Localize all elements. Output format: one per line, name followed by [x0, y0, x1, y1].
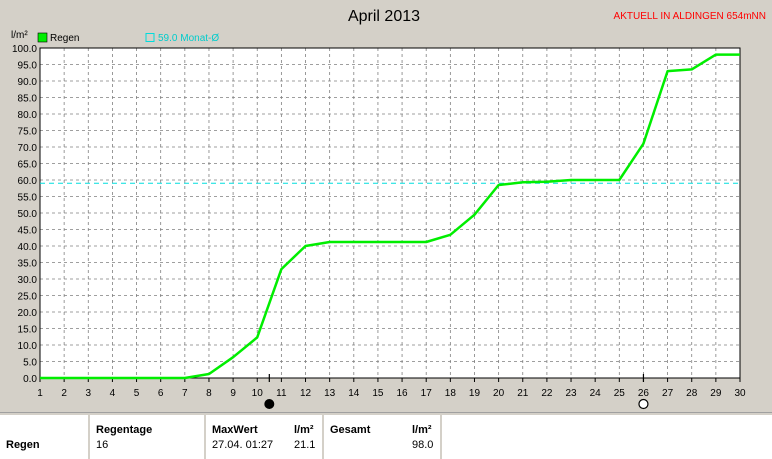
- x-tick-label: 24: [590, 388, 602, 399]
- y-tick-label: 100.0: [12, 44, 37, 55]
- maxwert-cell: MaxWert l/m² 27.04. 01:27 21.1: [206, 415, 322, 459]
- x-tick-label: 26: [638, 388, 650, 399]
- y-tick-label: 30.0: [18, 275, 38, 286]
- maxwert-value: 21.1: [294, 439, 316, 451]
- y-tick-label: 35.0: [18, 259, 38, 270]
- full-moon-icon: [264, 399, 275, 409]
- x-tick-label: 20: [493, 388, 505, 399]
- chart-title: April 2013: [348, 8, 420, 25]
- y-tick-label: 15.0: [18, 325, 38, 336]
- y-tick-label: 75.0: [18, 127, 38, 138]
- regentage-value: 16: [96, 439, 109, 451]
- y-tick-label: 40.0: [18, 242, 38, 253]
- x-tick-label: 4: [110, 388, 116, 399]
- x-tick-label: 7: [182, 388, 188, 399]
- gesamt-label: Gesamt: [330, 424, 371, 436]
- new-moon-icon: [638, 398, 649, 410]
- stats-panel: Regen Regentage 16 MaxWert l/m² 27.04. 0…: [0, 412, 772, 459]
- x-tick-label: 22: [541, 388, 553, 399]
- x-tick-label: 14: [348, 388, 360, 399]
- x-tick-label: 15: [372, 388, 384, 399]
- maxwert-label: MaxWert: [212, 424, 258, 436]
- x-tick-label: 3: [85, 388, 91, 399]
- x-tick-label: 2: [61, 388, 67, 399]
- x-tick-label: 27: [662, 388, 674, 399]
- x-tick-label: 17: [421, 388, 433, 399]
- y-tick-label: 5.0: [23, 358, 37, 369]
- station-label: AKTUELL IN ALDINGEN 654mNN: [614, 11, 766, 22]
- gesamt-cell: Gesamt l/m² 98.0: [324, 415, 440, 459]
- x-tick-label: 19: [469, 388, 481, 399]
- x-tick-label: 23: [565, 388, 577, 399]
- regentage-label: Regentage: [96, 424, 153, 436]
- rain-chart: April 2013 AKTUELL IN ALDINGEN 654mNN l/…: [11, 8, 766, 410]
- plot-area: 0.0 5.0 10.0 15.0 20.0 25.0 30.0 35.0 40.0 45.0 50…: [12, 44, 746, 410]
- x-tick-label: 1: [37, 388, 43, 399]
- y-tick-label: 70.0: [18, 143, 38, 154]
- y-tick-label: 85.0: [18, 94, 38, 105]
- y-tick-label: 55.0: [18, 193, 38, 204]
- legend-swatch-average: [145, 33, 155, 42]
- y-tick-label: 90.0: [18, 77, 38, 88]
- x-tick-label: 21: [517, 388, 529, 399]
- x-tick-label: 13: [324, 388, 336, 399]
- y-tick-label: 65.0: [18, 160, 38, 171]
- y-tick-label: 45.0: [18, 226, 38, 237]
- stats-empty-cell: [442, 415, 772, 459]
- x-tick-label: 12: [300, 388, 312, 399]
- x-tick-label: 16: [397, 388, 409, 399]
- maxwert-date: 27.04. 01:27: [212, 439, 274, 451]
- y-unit-label: l/m²: [11, 30, 28, 41]
- legend-label-average: 59.0 Monat-Ø: [158, 33, 219, 44]
- legend-label-regen: Regen: [50, 33, 79, 44]
- y-tick-label: 95.0: [18, 61, 38, 72]
- x-tick-label: 25: [614, 388, 626, 399]
- gesamt-unit: l/m²: [412, 424, 432, 436]
- regentage-cell: Regentage 16: [90, 415, 204, 459]
- x-tick-label: 5: [134, 388, 140, 399]
- gesamt-value: 98.0: [412, 439, 434, 451]
- y-tick-label: 50.0: [18, 209, 38, 220]
- y-tick-label: 10.0: [18, 341, 38, 352]
- plot-border: [39, 47, 741, 379]
- stats-row-label: Regen: [6, 439, 40, 451]
- y-tick-label: 20.0: [18, 308, 38, 319]
- chart-svg: April 2013 AKTUELL IN ALDINGEN 654mNN l/…: [11, 8, 766, 410]
- x-tick-label: 28: [686, 388, 698, 399]
- y-tick-label: 60.0: [18, 176, 38, 187]
- y-tick-label: 25.0: [18, 292, 38, 303]
- x-tick-label: 6: [158, 388, 164, 399]
- x-tick-label: 30: [734, 388, 746, 399]
- stats-row-label-cell: Regen: [0, 415, 88, 459]
- y-tick-label: 0.0: [23, 374, 37, 385]
- y-tick-label: 80.0: [18, 110, 38, 121]
- series-line-regen: [40, 53, 740, 380]
- legend-swatch-regen: [37, 32, 48, 43]
- x-tick-label: 29: [710, 388, 722, 399]
- x-tick-label: 10: [252, 388, 264, 399]
- x-tick-label: 8: [206, 388, 212, 399]
- x-tick-label: 9: [230, 388, 236, 399]
- x-tick-label: 18: [445, 388, 457, 399]
- x-tick-label: 11: [276, 388, 287, 399]
- maxwert-unit: l/m²: [294, 424, 314, 436]
